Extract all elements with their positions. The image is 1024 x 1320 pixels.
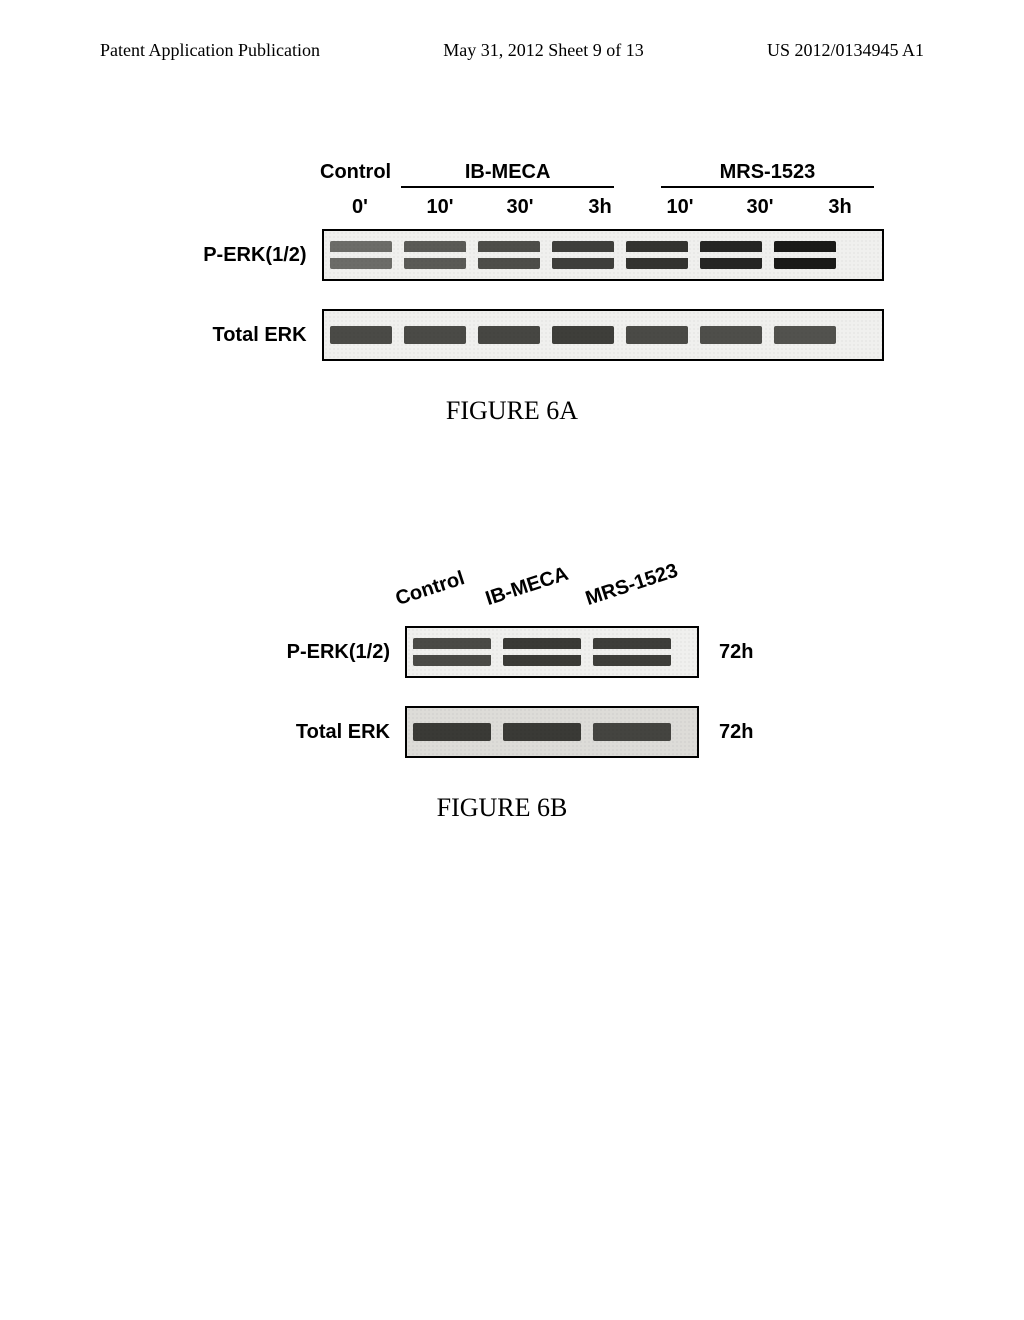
- band: [700, 326, 762, 344]
- band: [552, 241, 614, 269]
- page-header: Patent Application Publication May 31, 2…: [0, 0, 1024, 81]
- time-0: 0': [320, 196, 400, 219]
- figure-a-caption: FIGURE 6A: [140, 396, 884, 426]
- gel-strip-perk-a: [322, 229, 884, 281]
- band: [593, 723, 671, 741]
- figure-a-time-headers: 0' 10' 30' 3h 10' 30' 3h: [320, 196, 884, 219]
- figure-6a: Control IB-MECA MRS-1523 0' 10' 30' 3h 1…: [140, 161, 884, 426]
- slant-control: Control: [393, 567, 468, 611]
- header-center: May 31, 2012 Sheet 9 of 13: [443, 40, 643, 61]
- gel-strip-perk-b: [405, 626, 699, 678]
- figure-b-caption: FIGURE 6B: [120, 793, 884, 823]
- band: [774, 326, 836, 344]
- band: [330, 241, 392, 269]
- time-right-total: 72h: [719, 721, 753, 744]
- band: [478, 241, 540, 269]
- figure-6b: Control IB-MECA MRS-1523 P-ERK(1/2) 72h …: [220, 546, 884, 823]
- band: [503, 723, 581, 741]
- header-left: Patent Application Publication: [100, 40, 320, 61]
- band: [404, 326, 466, 344]
- time-right-perk: 72h: [719, 641, 753, 664]
- gel-strip-total-b: [405, 706, 699, 758]
- band: [626, 326, 688, 344]
- time-3: 3h: [560, 196, 640, 219]
- time-2: 30': [480, 196, 560, 219]
- group-control: Control: [320, 161, 391, 188]
- row-label-perk: P-ERK(1/2): [140, 244, 322, 267]
- figure-a-group-headers: Control IB-MECA MRS-1523: [320, 161, 884, 188]
- figure-b-row-perk: P-ERK(1/2) 72h: [220, 626, 884, 678]
- content-area: Control IB-MECA MRS-1523 0' 10' 30' 3h 1…: [0, 81, 1024, 823]
- row-label-perk-b: P-ERK(1/2): [220, 641, 405, 664]
- band: [626, 241, 688, 269]
- time-1: 10': [400, 196, 480, 219]
- gel-strip-total-a: [322, 309, 884, 361]
- band: [774, 241, 836, 269]
- group-ibmeca: IB-MECA: [401, 161, 614, 188]
- band: [478, 326, 540, 344]
- time-4: 10': [640, 196, 720, 219]
- band: [413, 638, 491, 666]
- band: [552, 326, 614, 344]
- figure-a-row-total: Total ERK: [140, 309, 884, 361]
- band: [503, 638, 581, 666]
- slant-ibmeca: IB-MECA: [483, 563, 571, 611]
- time-5: 30': [720, 196, 800, 219]
- row-label-total: Total ERK: [140, 324, 322, 347]
- band: [330, 326, 392, 344]
- band: [404, 241, 466, 269]
- band: [700, 241, 762, 269]
- band: [593, 638, 671, 666]
- group-mrs: MRS-1523: [661, 161, 874, 188]
- figure-a-row-perk: P-ERK(1/2): [140, 229, 884, 281]
- slant-mrs: MRS-1523: [583, 560, 681, 611]
- figure-b-slanted-labels: Control IB-MECA MRS-1523: [390, 546, 884, 616]
- header-right: US 2012/0134945 A1: [767, 40, 924, 61]
- band: [413, 723, 491, 741]
- row-label-total-b: Total ERK: [220, 721, 405, 744]
- figure-b-row-total: Total ERK 72h: [220, 706, 884, 758]
- time-6: 3h: [800, 196, 880, 219]
